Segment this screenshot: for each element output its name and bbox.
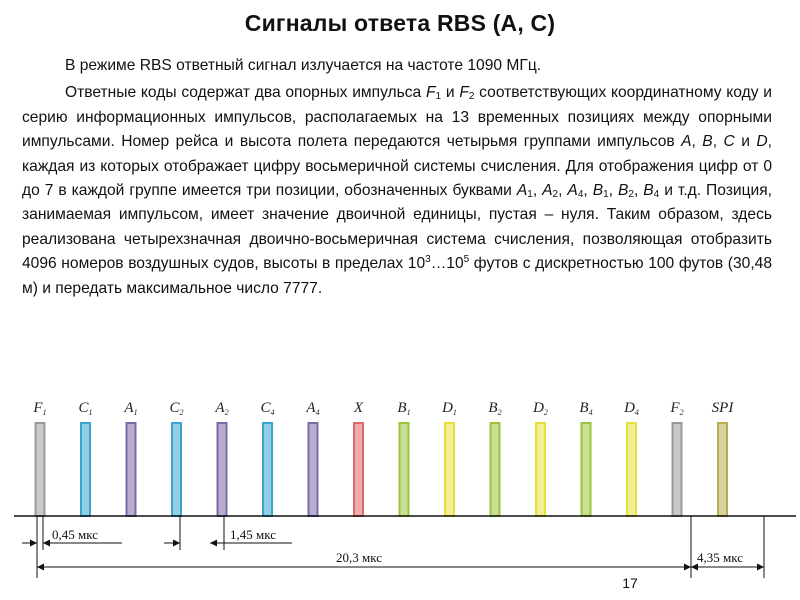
pulse-c1	[80, 422, 91, 517]
pulse-c2	[171, 422, 182, 517]
dim-label-pulse-width: 0,45 мкс	[52, 527, 98, 542]
pulse-label-c1: C1	[78, 400, 92, 417]
pulse-timing-diagram: F1 C1 A1 C2 A2 C4 A4 X B1 D1 B2 D2 B4 D4 F2 SPI 0,45 мк…	[14, 400, 796, 578]
dim-label-spacing: 1,45 мкс	[230, 527, 276, 542]
pulse-x	[353, 422, 364, 517]
dim-label-spi-offset: 4,35 мкс	[697, 550, 743, 565]
pulse-d4	[626, 422, 637, 517]
paragraph-frequency: В режиме RBS ответный сигнал излучается …	[65, 57, 542, 74]
slide-title: Сигналы ответа RBS (A, C)	[244, 10, 556, 36]
pulse-label-a1: A1	[123, 400, 137, 417]
pulse-a1	[125, 422, 137, 517]
pulse-label-d2: D2	[532, 400, 548, 417]
pulse-f1	[34, 422, 46, 517]
pulse-label-f2: F2	[669, 400, 683, 417]
pulse-label-d4: D4	[623, 400, 639, 417]
pulse-b2	[489, 422, 501, 517]
dim-label-frame-length: 20,3 мкс	[336, 550, 382, 565]
paragraph-reply-codes: Ответные коды содержат два опорных импул…	[22, 84, 773, 297]
body-text: В режиме RBS ответный сигнал излучается …	[22, 54, 772, 301]
pulse-label-x: X	[353, 400, 364, 416]
pulse-f2	[671, 422, 683, 517]
pulse-label-b2: B2	[488, 400, 501, 417]
pulse-group: F1 C1 A1 C2 A2 C4 A4 X B1 D1 B2 D2 B4 D4 F2 SPI	[32, 400, 735, 517]
pulse-spi	[717, 422, 728, 517]
pulse-label-a2: A2	[214, 400, 228, 417]
pulse-a2	[216, 422, 228, 517]
pulse-label-f1: F1	[32, 400, 46, 417]
pulse-b4	[580, 422, 592, 517]
page-number: 17	[622, 575, 638, 591]
pulse-label-c2: C2	[169, 400, 183, 417]
pulse-a4	[307, 422, 319, 517]
pulse-label-a4: A4	[305, 400, 319, 417]
pulse-label-d1: D1	[441, 400, 457, 417]
pulse-d2	[535, 422, 546, 517]
pulse-b1	[398, 422, 410, 517]
pulse-label-c4: C4	[260, 400, 274, 417]
pulse-label-spi: SPI	[712, 400, 735, 416]
pulse-label-b4: B4	[579, 400, 592, 417]
pulse-label-b1: B1	[397, 400, 410, 417]
pulse-d1	[444, 422, 455, 517]
pulse-c4	[262, 422, 273, 517]
